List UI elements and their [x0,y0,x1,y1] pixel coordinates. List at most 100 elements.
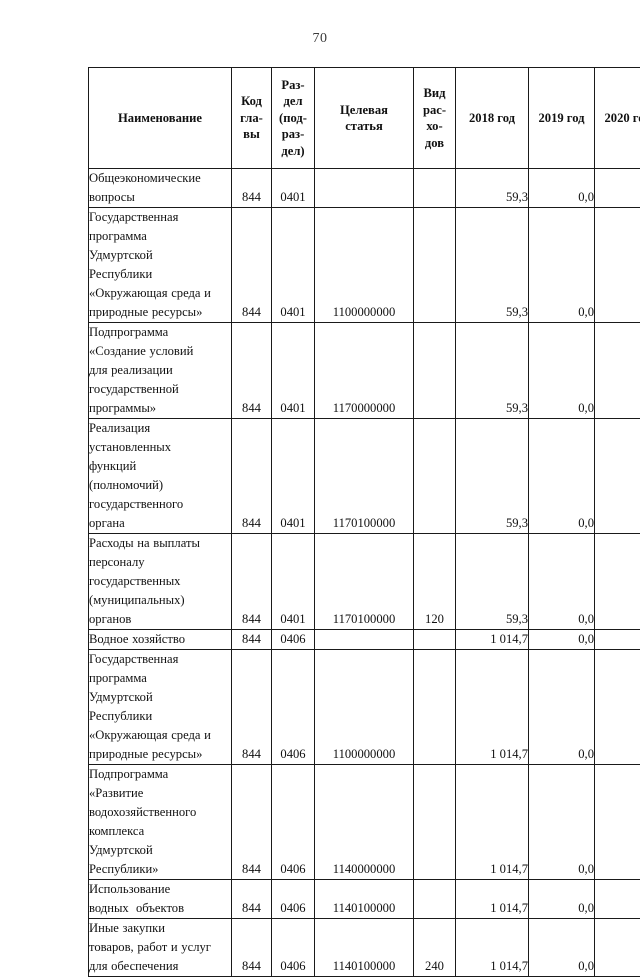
cell-year-2020: 0,0 [595,880,640,919]
cell-target-article: 1140100000 [315,880,414,919]
cell-year-2020: 0,0 [595,323,640,419]
cell-target-article: 1170100000 [315,419,414,534]
cell-year-2018: 59,3 [456,208,529,323]
name-line: программа [89,227,231,246]
cell-section: 0401 [272,208,315,323]
cell-chapter-code: 844 [232,169,272,208]
cell-chapter-code: 844 [232,630,272,650]
cell-target-article: 1100000000 [315,650,414,765]
cell-year-2020: 0,0 [595,169,640,208]
name-line: Государственная [89,208,231,227]
cell-year-2018: 1 014,7 [456,880,529,919]
name-line: органа [89,514,231,533]
cell-year-2019: 0,0 [529,208,595,323]
cell-year-2018: 59,3 [456,323,529,419]
cell-chapter-code: 844 [232,650,272,765]
cell-section: 0406 [272,650,315,765]
cell-section: 0401 [272,534,315,630]
cell-name: Водное хозяйство [89,630,232,650]
cell-chapter-code: 844 [232,419,272,534]
cell-year-2019: 0,0 [529,919,595,977]
column-header-year-2018: 2018 год [456,68,529,169]
name-line: Реализация [89,419,231,438]
table-row: Общеэкономическиевопросы844040159,30,00,… [89,169,640,208]
cell-year-2020: 0,0 [595,208,640,323]
cell-section: 0401 [272,169,315,208]
name-line: Удмуртской [89,841,231,860]
cell-year-2019: 0,0 [529,650,595,765]
page-number: 70 [0,31,640,47]
cell-year-2020: 0,0 [595,919,640,977]
column-header-year-2020: 2020 год [595,68,640,169]
cell-expense-type [414,650,456,765]
column-header-year-2019: 2019 год [529,68,595,169]
cell-section: 0406 [272,880,315,919]
cell-year-2018: 1 014,7 [456,765,529,880]
cell-year-2018: 1 014,7 [456,630,529,650]
cell-target-article: 1170100000 [315,534,414,630]
name-line: для реализации [89,361,231,380]
name-line: Расходы на выплаты [89,534,231,553]
name-line: (полномочий) [89,476,231,495]
name-line: (муниципальных) [89,591,231,610]
cell-year-2020: 0,0 [595,765,640,880]
cell-year-2020: 0,0 [595,534,640,630]
cell-year-2018: 1 014,7 [456,650,529,765]
name-line: программы» [89,399,231,418]
column-header-section: Раз-дел(под-раз-дел) [272,68,315,169]
cell-year-2018: 1 014,7 [456,919,529,977]
cell-target-article: 1140100000 [315,919,414,977]
name-line: Государственная [89,650,231,669]
column-header-name: Наименование [89,68,232,169]
cell-target-article: 1100000000 [315,208,414,323]
cell-target-article [315,630,414,650]
name-line: государственных [89,572,231,591]
cell-expense-type: 120 [414,534,456,630]
name-line: для обеспечения [89,957,231,976]
cell-year-2018: 59,3 [456,419,529,534]
name-line: Удмуртской [89,688,231,707]
cell-target-article: 1140000000 [315,765,414,880]
cell-section: 0401 [272,323,315,419]
name-line: функций [89,457,231,476]
name-line: государственного [89,495,231,514]
name-line: Республики [89,707,231,726]
name-line: Удмуртской [89,246,231,265]
name-line: вопросы [89,188,231,207]
cell-expense-type: 240 [414,919,456,977]
cell-expense-type [414,765,456,880]
cell-section: 0401 [272,419,315,534]
name-line: Водное хозяйство [89,630,231,649]
name-line: природные ресурсы» [89,303,231,322]
cell-year-2019: 0,0 [529,880,595,919]
name-line: персоналу [89,553,231,572]
cell-year-2020: 0,0 [595,630,640,650]
name-line: товаров, работ и услуг [89,938,231,957]
table-body: Общеэкономическиевопросы844040159,30,00,… [89,169,640,977]
cell-year-2020: 0,0 [595,419,640,534]
cell-year-2018: 59,3 [456,169,529,208]
name-line: Общеэкономические [89,169,231,188]
name-line: Использование [89,880,231,899]
cell-year-2019: 0,0 [529,323,595,419]
name-line: Подпрограмма [89,765,231,784]
name-line: «Развитие [89,784,231,803]
name-line: органов [89,610,231,629]
